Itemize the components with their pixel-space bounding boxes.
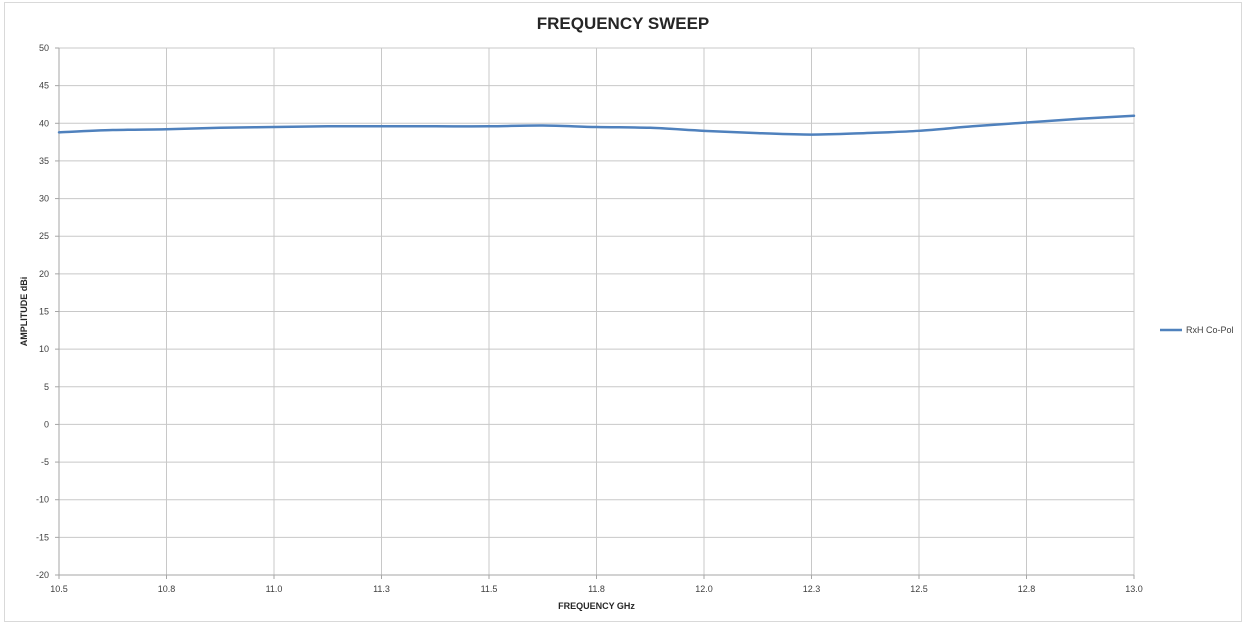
x-tick-label: 11.3 [373, 584, 390, 594]
legend-label-rxh-co-pol: RxH Co-Pol [1186, 325, 1234, 335]
y-tick-label: 40 [39, 118, 49, 128]
x-tick-label: 12.0 [695, 584, 713, 594]
x-tick-label: 12.3 [803, 584, 821, 594]
x-axis-ticks: 10.5 10.8 11.0 11.3 11.5 11.8 12.0 12.3 12.5 12.8… [50, 575, 1143, 594]
x-axis-title: FREQUENCY GHz [558, 601, 635, 611]
grid-lines [58, 47, 1135, 576]
y-tick-label: -20 [36, 570, 49, 580]
x-tick-label: 12.5 [910, 584, 928, 594]
series-layer [57, 114, 1136, 136]
y-axis-title: AMPLITUDE dBi [19, 277, 29, 347]
x-tick-label: 13.0 [1125, 584, 1143, 594]
x-tick-label: 11.0 [266, 584, 283, 594]
x-tick-label: 12.8 [1018, 584, 1036, 594]
series-line-rxh-co-pol [57, 114, 1136, 136]
x-tick-label: 10.8 [158, 584, 176, 594]
chart-title: FREQUENCY SWEEP [536, 14, 710, 33]
y-tick-label: 5 [44, 382, 49, 392]
x-tick-label: 10.5 [50, 584, 68, 594]
y-tick-label: -5 [41, 457, 49, 467]
y-tick-label: -15 [36, 532, 49, 542]
y-tick-label: 0 [44, 419, 49, 429]
y-tick-label: 10 [39, 344, 49, 354]
legend: RxH Co-Pol [1160, 325, 1234, 335]
y-tick-label: -10 [36, 495, 49, 505]
y-tick-label: 35 [39, 156, 49, 166]
y-tick-label: 50 [39, 43, 49, 53]
y-tick-label: 45 [39, 81, 49, 91]
y-tick-label: 15 [39, 307, 49, 317]
y-tick-label: 20 [39, 269, 49, 279]
y-tick-label: 30 [39, 194, 49, 204]
y-tick-label: 25 [39, 231, 49, 241]
x-tick-label: 11.5 [481, 584, 498, 594]
x-tick-label: 11.8 [588, 584, 605, 594]
